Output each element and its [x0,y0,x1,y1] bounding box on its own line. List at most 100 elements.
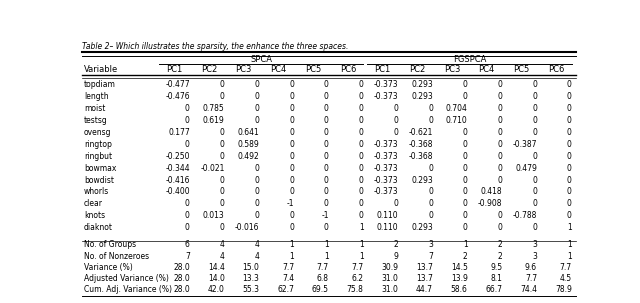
Text: PC5: PC5 [305,65,321,74]
Text: 0: 0 [289,164,294,173]
Text: 1: 1 [289,241,294,249]
Text: 0: 0 [532,116,537,125]
Text: 0: 0 [532,80,537,89]
Text: bowdist: bowdist [84,175,114,185]
Text: 6.2: 6.2 [351,274,364,283]
Text: 0: 0 [220,175,225,185]
Text: 0: 0 [463,211,468,220]
Text: 0: 0 [428,211,433,220]
Text: 0.589: 0.589 [237,140,259,149]
Text: 0: 0 [289,188,294,196]
Text: 28.0: 28.0 [173,263,190,272]
Text: 0: 0 [324,188,329,196]
Text: 0: 0 [358,199,364,208]
Text: 13.9: 13.9 [451,274,468,283]
Text: 0: 0 [567,116,572,125]
Text: 0: 0 [358,140,364,149]
Text: -0.908: -0.908 [478,199,502,208]
Text: 0: 0 [289,128,294,137]
Text: 0: 0 [220,140,225,149]
Text: 0: 0 [289,175,294,185]
Text: 0: 0 [220,92,225,101]
Text: 0: 0 [255,164,259,173]
Text: 0: 0 [497,223,502,232]
Text: 4: 4 [255,251,259,261]
Text: 1: 1 [567,241,572,249]
Text: 0.293: 0.293 [411,80,433,89]
Text: -0.021: -0.021 [200,164,225,173]
Text: 0.110: 0.110 [376,211,398,220]
Text: 7: 7 [185,251,190,261]
Text: 2: 2 [394,241,398,249]
Text: 0: 0 [394,104,398,113]
Text: 0: 0 [220,199,225,208]
Text: 0: 0 [255,104,259,113]
Text: 0: 0 [324,104,329,113]
Text: 0: 0 [255,116,259,125]
Text: 7.7: 7.7 [559,263,572,272]
Text: -0.373: -0.373 [374,164,398,173]
Text: PC4: PC4 [270,65,287,74]
Text: 0: 0 [289,140,294,149]
Text: 0: 0 [463,92,468,101]
Text: bowmax: bowmax [84,164,116,173]
Text: 0: 0 [220,128,225,137]
Text: 0: 0 [185,104,190,113]
Text: -0.373: -0.373 [374,140,398,149]
Text: Cum. Adj. Variance (%): Cum. Adj. Variance (%) [84,285,172,294]
Text: 0: 0 [358,92,364,101]
Text: PC2: PC2 [201,65,217,74]
Text: PC2: PC2 [409,65,426,74]
Text: 3: 3 [428,241,433,249]
Text: 0: 0 [463,175,468,185]
Text: -0.788: -0.788 [513,211,537,220]
Text: 0.418: 0.418 [481,188,502,196]
Text: 0: 0 [289,92,294,101]
Text: 0: 0 [220,223,225,232]
Text: 0.177: 0.177 [168,128,190,137]
Text: 0: 0 [185,199,190,208]
Text: 0.479: 0.479 [515,164,537,173]
Text: 0: 0 [358,104,364,113]
Text: 3: 3 [532,251,537,261]
Text: 13.3: 13.3 [243,274,259,283]
Text: 0: 0 [358,175,364,185]
Text: 0: 0 [324,164,329,173]
Text: 0: 0 [497,175,502,185]
Text: -0.373: -0.373 [374,175,398,185]
Text: 0.785: 0.785 [203,104,225,113]
Text: 13.7: 13.7 [416,274,433,283]
Text: 0: 0 [567,188,572,196]
Text: 28.0: 28.0 [173,285,190,294]
Text: -0.373: -0.373 [374,152,398,161]
Text: -0.373: -0.373 [374,92,398,101]
Text: length: length [84,92,109,101]
Text: 1: 1 [463,241,468,249]
Text: 31.0: 31.0 [381,274,398,283]
Text: clear: clear [84,199,103,208]
Text: 0: 0 [289,223,294,232]
Text: 42.0: 42.0 [208,285,225,294]
Text: 0: 0 [324,152,329,161]
Text: 62.7: 62.7 [277,285,294,294]
Text: 6.8: 6.8 [317,274,329,283]
Text: 0: 0 [463,164,468,173]
Text: 69.5: 69.5 [312,285,329,294]
Text: 0: 0 [497,92,502,101]
Text: 0: 0 [428,188,433,196]
Text: 0: 0 [185,223,190,232]
Text: Adjusted Variance (%): Adjusted Variance (%) [84,274,169,283]
Text: 2: 2 [497,251,502,261]
Text: 8.1: 8.1 [490,274,502,283]
Text: 0: 0 [324,140,329,149]
Text: whorls: whorls [84,188,109,196]
Text: 0: 0 [463,128,468,137]
Text: 0: 0 [532,188,537,196]
Text: 7.7: 7.7 [317,263,329,272]
Text: knots: knots [84,211,105,220]
Text: 7.7: 7.7 [525,274,537,283]
Text: -0.344: -0.344 [165,164,190,173]
Text: 0: 0 [497,80,502,89]
Text: PC3: PC3 [236,65,252,74]
Text: 0: 0 [497,164,502,173]
